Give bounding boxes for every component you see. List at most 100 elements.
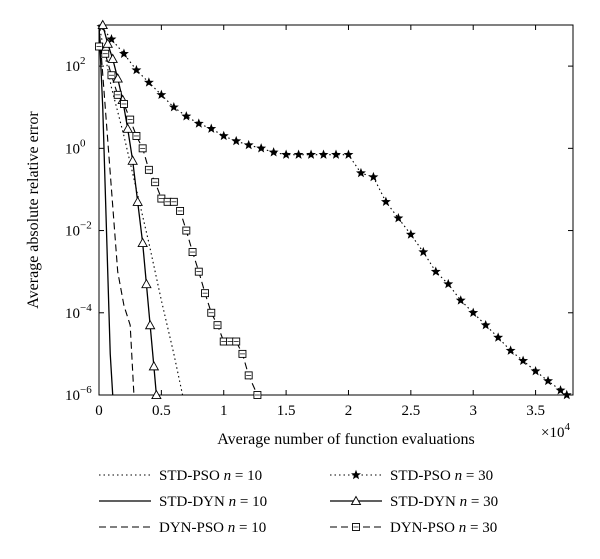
- x-tick-label: 1: [220, 403, 228, 419]
- data-point-star: [256, 143, 267, 153]
- data-point-star: [530, 365, 541, 376]
- legend-equals: =: [467, 494, 483, 510]
- data-point-triangle: [127, 155, 138, 165]
- series-dyn-pso-n30: [95, 42, 262, 399]
- legend-n-symbol: n: [451, 468, 462, 484]
- legend-equals: =: [236, 494, 252, 510]
- x-tick-label: 0.5: [152, 403, 171, 419]
- y-tick-base: 10: [65, 59, 80, 75]
- legend-item: STD-DYN n = 10: [99, 494, 267, 510]
- data-point-star: [518, 355, 529, 365]
- legend-series-name: DYN-PSO: [159, 520, 224, 536]
- x-tick-label: 0: [95, 403, 103, 419]
- y-axis-label: Average absolute relative error: [25, 111, 42, 309]
- series-line: [101, 26, 568, 396]
- x-tick-label: 3.5: [526, 403, 545, 419]
- x-tick-label: 3: [469, 403, 477, 419]
- y-tick-label: 100: [65, 137, 86, 157]
- legend-series-name: STD-DYN: [390, 494, 456, 510]
- legend-label: STD-DYN n = 30: [390, 494, 498, 510]
- data-point-star: [356, 167, 366, 178]
- data-point-star: [418, 246, 429, 257]
- y-tick-exponent: −4: [80, 302, 92, 314]
- data-point-triangle: [112, 73, 123, 83]
- data-point-star: [243, 139, 254, 150]
- y-tick-base: 10: [65, 388, 80, 404]
- data-point-star: [331, 149, 341, 159]
- x-tick-label: 2.5: [401, 403, 420, 419]
- data-point-star: [480, 319, 491, 330]
- legend-n-value: 30: [482, 520, 497, 536]
- y-tick-exponent: −2: [80, 220, 92, 232]
- x-multiplier-exponent: 4: [564, 421, 570, 433]
- data-point-star: [306, 149, 316, 159]
- legend-equals: =: [462, 468, 478, 484]
- data-point-star: [368, 171, 379, 182]
- data-point-star: [468, 307, 479, 317]
- y-tick-label: 10−2: [65, 220, 92, 240]
- x-tick-label: 1.5: [277, 403, 296, 419]
- data-point-star: [119, 48, 129, 58]
- y-tick-label: 10−4: [65, 302, 92, 322]
- data-point-star: [380, 196, 391, 207]
- data-point-star: [231, 135, 242, 146]
- data-point-triangle: [97, 19, 109, 30]
- data-point-star: [156, 89, 167, 100]
- x-axis-multiplier: ×104: [541, 421, 570, 441]
- y-tick-base: 10: [65, 306, 80, 322]
- data-point-star: [318, 149, 329, 159]
- legend-series-name: STD-DYN: [159, 494, 225, 510]
- data-point-star: [268, 147, 279, 157]
- legend-n-value: 30: [478, 468, 493, 484]
- legend-label: STD-PSO n = 10: [159, 468, 262, 484]
- series-std-dyn-n30: [97, 19, 162, 400]
- series-layer: [95, 19, 572, 400]
- y-tick-base: 10: [65, 141, 80, 157]
- data-point-star: [505, 345, 516, 355]
- legend-n-value: 30: [483, 494, 498, 510]
- legend-item: STD-PSO n = 30: [330, 468, 493, 484]
- y-tick-exponent: 0: [80, 137, 86, 149]
- data-point-star: [206, 123, 217, 133]
- y-tick-exponent: −6: [80, 384, 92, 396]
- data-point-star: [131, 64, 142, 75]
- legend-label: DYN-PSO n = 10: [159, 520, 266, 536]
- legend-series-name: STD-PSO: [390, 468, 451, 484]
- data-point-triangle: [132, 196, 143, 206]
- data-point-star: [443, 278, 454, 289]
- plot-frame: [98, 24, 574, 396]
- series-std-pso-n30: [96, 21, 572, 400]
- data-point-star: [293, 149, 304, 159]
- series-std-pso-n10: [98, 24, 184, 396]
- legend-series-name: DYN-PSO: [390, 520, 455, 536]
- data-point-triangle: [151, 389, 162, 400]
- data-point-star: [193, 118, 204, 128]
- data-point-triangle: [102, 38, 113, 48]
- legend-marker-triangle: [350, 495, 362, 506]
- data-point-star: [393, 212, 404, 223]
- series-dyn-pso-n10: [98, 24, 135, 396]
- data-point-star: [343, 149, 354, 159]
- legend-n-symbol: n: [225, 494, 236, 510]
- legend-label: STD-DYN n = 10: [159, 494, 267, 510]
- data-point-star: [168, 102, 179, 112]
- data-point-triangle: [144, 319, 156, 330]
- x-multiplier-base: ×10: [541, 425, 564, 441]
- data-point-star: [281, 149, 292, 159]
- data-point-triangle: [148, 360, 160, 371]
- legend-equals: =: [466, 520, 482, 536]
- legend-equals: =: [231, 468, 247, 484]
- legend-item: DYN-PSO n = 10: [99, 520, 266, 536]
- data-point-star: [430, 266, 441, 276]
- series-line: [98, 24, 184, 396]
- y-tick-label: 10−6: [65, 384, 92, 404]
- legend-n-value: 10: [251, 520, 266, 536]
- data-point-star: [218, 130, 229, 141]
- data-point-star: [181, 111, 192, 121]
- data-point-triangle: [137, 237, 148, 247]
- data-point-star: [106, 34, 117, 44]
